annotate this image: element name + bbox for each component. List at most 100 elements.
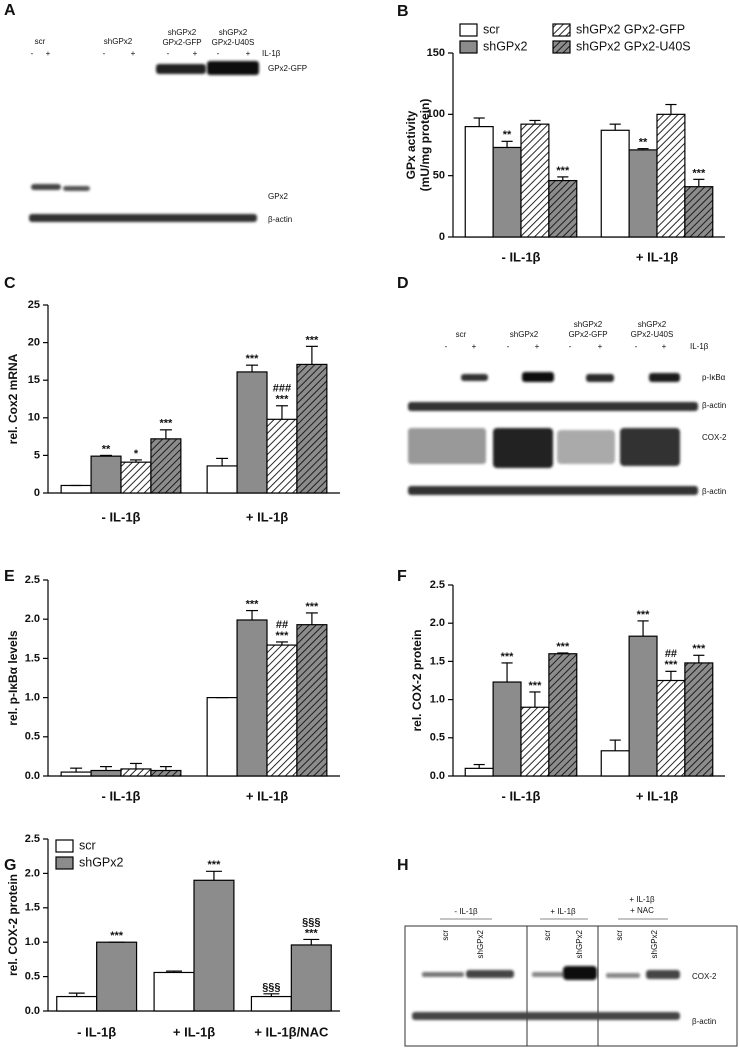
annotation: §§§	[262, 982, 280, 994]
legend-swatch	[459, 40, 478, 54]
band-label: GPx2	[268, 192, 289, 201]
group-label: + IL-1β	[629, 895, 655, 904]
y-tick-label: 5	[34, 449, 40, 461]
y-axis-title: (mU/mg protein)	[418, 99, 432, 192]
band	[563, 966, 597, 980]
x-tick-label: - IL-1β	[502, 788, 541, 803]
y-tick-label: 0.5	[25, 971, 40, 983]
bar	[90, 455, 122, 494]
legend-swatch	[55, 839, 74, 853]
error-bar	[166, 970, 183, 973]
band	[557, 430, 615, 464]
bar	[150, 438, 182, 494]
annotation: ###	[273, 383, 291, 395]
annotation: **	[503, 129, 512, 141]
y-tick-label: 0.5	[25, 731, 40, 743]
bar	[296, 363, 328, 494]
y-tick-label: 1.0	[25, 692, 40, 704]
error-bar	[305, 612, 318, 625]
panel-letter: D	[397, 275, 409, 292]
annotation: ***	[159, 418, 173, 430]
band	[207, 61, 259, 75]
band-label: GPx2-GFP	[268, 64, 307, 73]
bar	[600, 750, 630, 777]
band	[63, 186, 90, 191]
y-axis-title: rel. Cox2 mRNA	[6, 353, 20, 444]
y-axis-title: rel. p-IκBα levels	[6, 630, 20, 726]
x-tick-label: + IL-1β	[173, 1024, 215, 1039]
bar	[250, 995, 292, 1012]
y-tick-label: 150	[427, 47, 445, 59]
y-tick-label: 0.5	[430, 732, 445, 744]
sign: +	[46, 49, 51, 58]
lane-label: scr	[615, 930, 624, 941]
band-label: β-actin	[268, 215, 292, 224]
x-tick-label: - IL-1β	[77, 1024, 116, 1039]
bar	[628, 149, 658, 238]
bar	[548, 179, 578, 238]
error-bar	[473, 117, 485, 127]
annotation: ##	[276, 619, 288, 631]
x-tick-label: + IL-1β	[246, 788, 288, 803]
group-label: + NAC	[630, 906, 654, 915]
x-tick-label: + IL-1β	[246, 509, 288, 524]
legend-label: shGPx2	[79, 855, 124, 869]
bar	[600, 129, 630, 238]
annotation: ***	[246, 598, 260, 610]
sign: +	[193, 49, 198, 58]
bar	[684, 186, 714, 238]
y-tick-label: 50	[433, 170, 445, 182]
error-bar	[637, 148, 649, 150]
x-tick-label: + IL-1β	[636, 249, 678, 264]
band	[620, 428, 680, 466]
treatment-label: IL-1β	[262, 49, 281, 58]
bar-chart: B GPx activity (mU/mg protein) 0 50 100 150 - I…	[397, 3, 725, 264]
x-tick-label: + IL-1β/NAC	[254, 1024, 329, 1039]
bar	[60, 771, 92, 777]
error-bar	[529, 119, 541, 125]
blot-a: A scr shGPx2 shGPx2 GPx2-GFP shGPx2 GPx2…	[4, 2, 307, 224]
bar	[464, 767, 494, 777]
legend-swatch	[459, 23, 478, 37]
bar	[290, 944, 332, 1012]
y-axis-title: GPx activity	[404, 110, 418, 179]
x-tick-label: + IL-1β	[636, 788, 678, 803]
sign: +	[598, 342, 603, 351]
bar	[236, 619, 268, 777]
band-label: COX-2	[702, 433, 727, 442]
band	[412, 1012, 680, 1020]
sign: -	[507, 342, 510, 351]
treatment-label: IL-1β	[690, 342, 709, 351]
panel-letter: E	[4, 568, 15, 585]
annotation: ***	[276, 394, 290, 406]
bar	[464, 125, 494, 238]
band	[586, 374, 614, 382]
panel-letter: G	[4, 857, 16, 874]
x-tick-label: - IL-1β	[502, 249, 541, 264]
group-label: - IL-1β	[454, 907, 478, 916]
band-label: β-actin	[702, 401, 726, 410]
error-bar	[501, 140, 513, 148]
legend-swatch	[552, 40, 571, 54]
band	[522, 372, 554, 382]
band-label: β-actin	[692, 1017, 716, 1026]
y-tick-label: 2.0	[25, 613, 40, 625]
error-bar	[693, 178, 705, 187]
error-bar	[159, 429, 172, 439]
band	[606, 973, 640, 978]
bar	[150, 769, 182, 777]
band	[461, 374, 488, 381]
sign: +	[131, 49, 136, 58]
band	[408, 486, 698, 495]
error-bar	[557, 176, 569, 181]
y-tick-label: 20	[28, 337, 40, 349]
lane-label: shGPx2	[476, 929, 485, 958]
sign: -	[167, 49, 170, 58]
band	[408, 402, 698, 411]
y-tick-label: 100	[427, 108, 445, 120]
panel-letter: B	[397, 3, 409, 20]
error-bar	[557, 652, 569, 654]
